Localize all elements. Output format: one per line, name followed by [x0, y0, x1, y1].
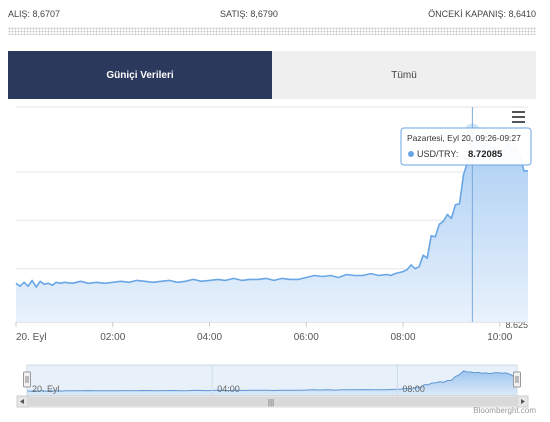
navigator-label: 08:00 [402, 384, 425, 394]
tab-all[interactable]: Tümü [272, 51, 536, 99]
x-tick-label: 06:00 [294, 332, 319, 343]
onceki-kapanis-value: ÖNCEKİ KAPANIŞ: 8,6410 [428, 9, 536, 19]
x-tick-label: 10:00 [487, 332, 512, 343]
x-tick-label: 20. Eyl [16, 332, 47, 343]
chart-tabs: Güniçi Verileri Tümü [8, 51, 536, 99]
hamburger-menu-icon[interactable] [508, 108, 528, 126]
navigator-area [27, 370, 517, 395]
navigator-left-handle[interactable] [23, 371, 31, 388]
satis-value: SATIŞ: 8,6790 [220, 9, 278, 19]
price-stats-bar: ALIŞ: 8,6707 SATIŞ: 8,6790 ÖNCEKİ KAPANI… [0, 0, 550, 26]
scrollbar-grip-icon: ||| [268, 398, 274, 407]
tab-all-label: Tümü [391, 69, 417, 81]
usd-try-chart[interactable]: 8.6258.658.6758.7 20. Eyl02:0004:0006:00… [0, 100, 550, 417]
x-tick-label: 02:00 [100, 332, 125, 343]
scroll-left-arrow-icon [20, 399, 24, 404]
tooltip-series-marker [408, 151, 414, 157]
credit-text: Bloomberght.com [473, 406, 536, 415]
chart-container[interactable]: 8.6258.658.6758.7 20. Eyl02:0004:0006:00… [0, 100, 550, 417]
navigator-label: 04:00 [217, 384, 240, 394]
series-area [16, 131, 528, 322]
alis-value: ALIŞ: 8,6707 [8, 9, 61, 19]
navigator-label: 20. Eyl [32, 384, 60, 394]
tab-intraday[interactable]: Güniçi Verileri [8, 51, 272, 99]
tooltip-series-label: USD/TRY: [417, 149, 458, 159]
navigator-line [26, 370, 514, 392]
navigator-right-handle[interactable] [513, 371, 521, 388]
scroll-right-arrow-icon [521, 399, 525, 404]
tooltip-title: Pazartesi, Eyl 20, 09:26-09:27 [407, 133, 521, 143]
tooltip-box [400, 127, 532, 166]
navigator-scrollbar-thumb[interactable] [28, 397, 517, 406]
dotted-divider [8, 27, 536, 35]
tooltip-value: 8.72085 [468, 149, 503, 160]
tab-intraday-label: Güniçi Verileri [106, 69, 174, 81]
x-tick-label: 04:00 [197, 332, 222, 343]
x-tick-label: 08:00 [391, 332, 416, 343]
y-tick-label: 8.625 [505, 320, 528, 330]
